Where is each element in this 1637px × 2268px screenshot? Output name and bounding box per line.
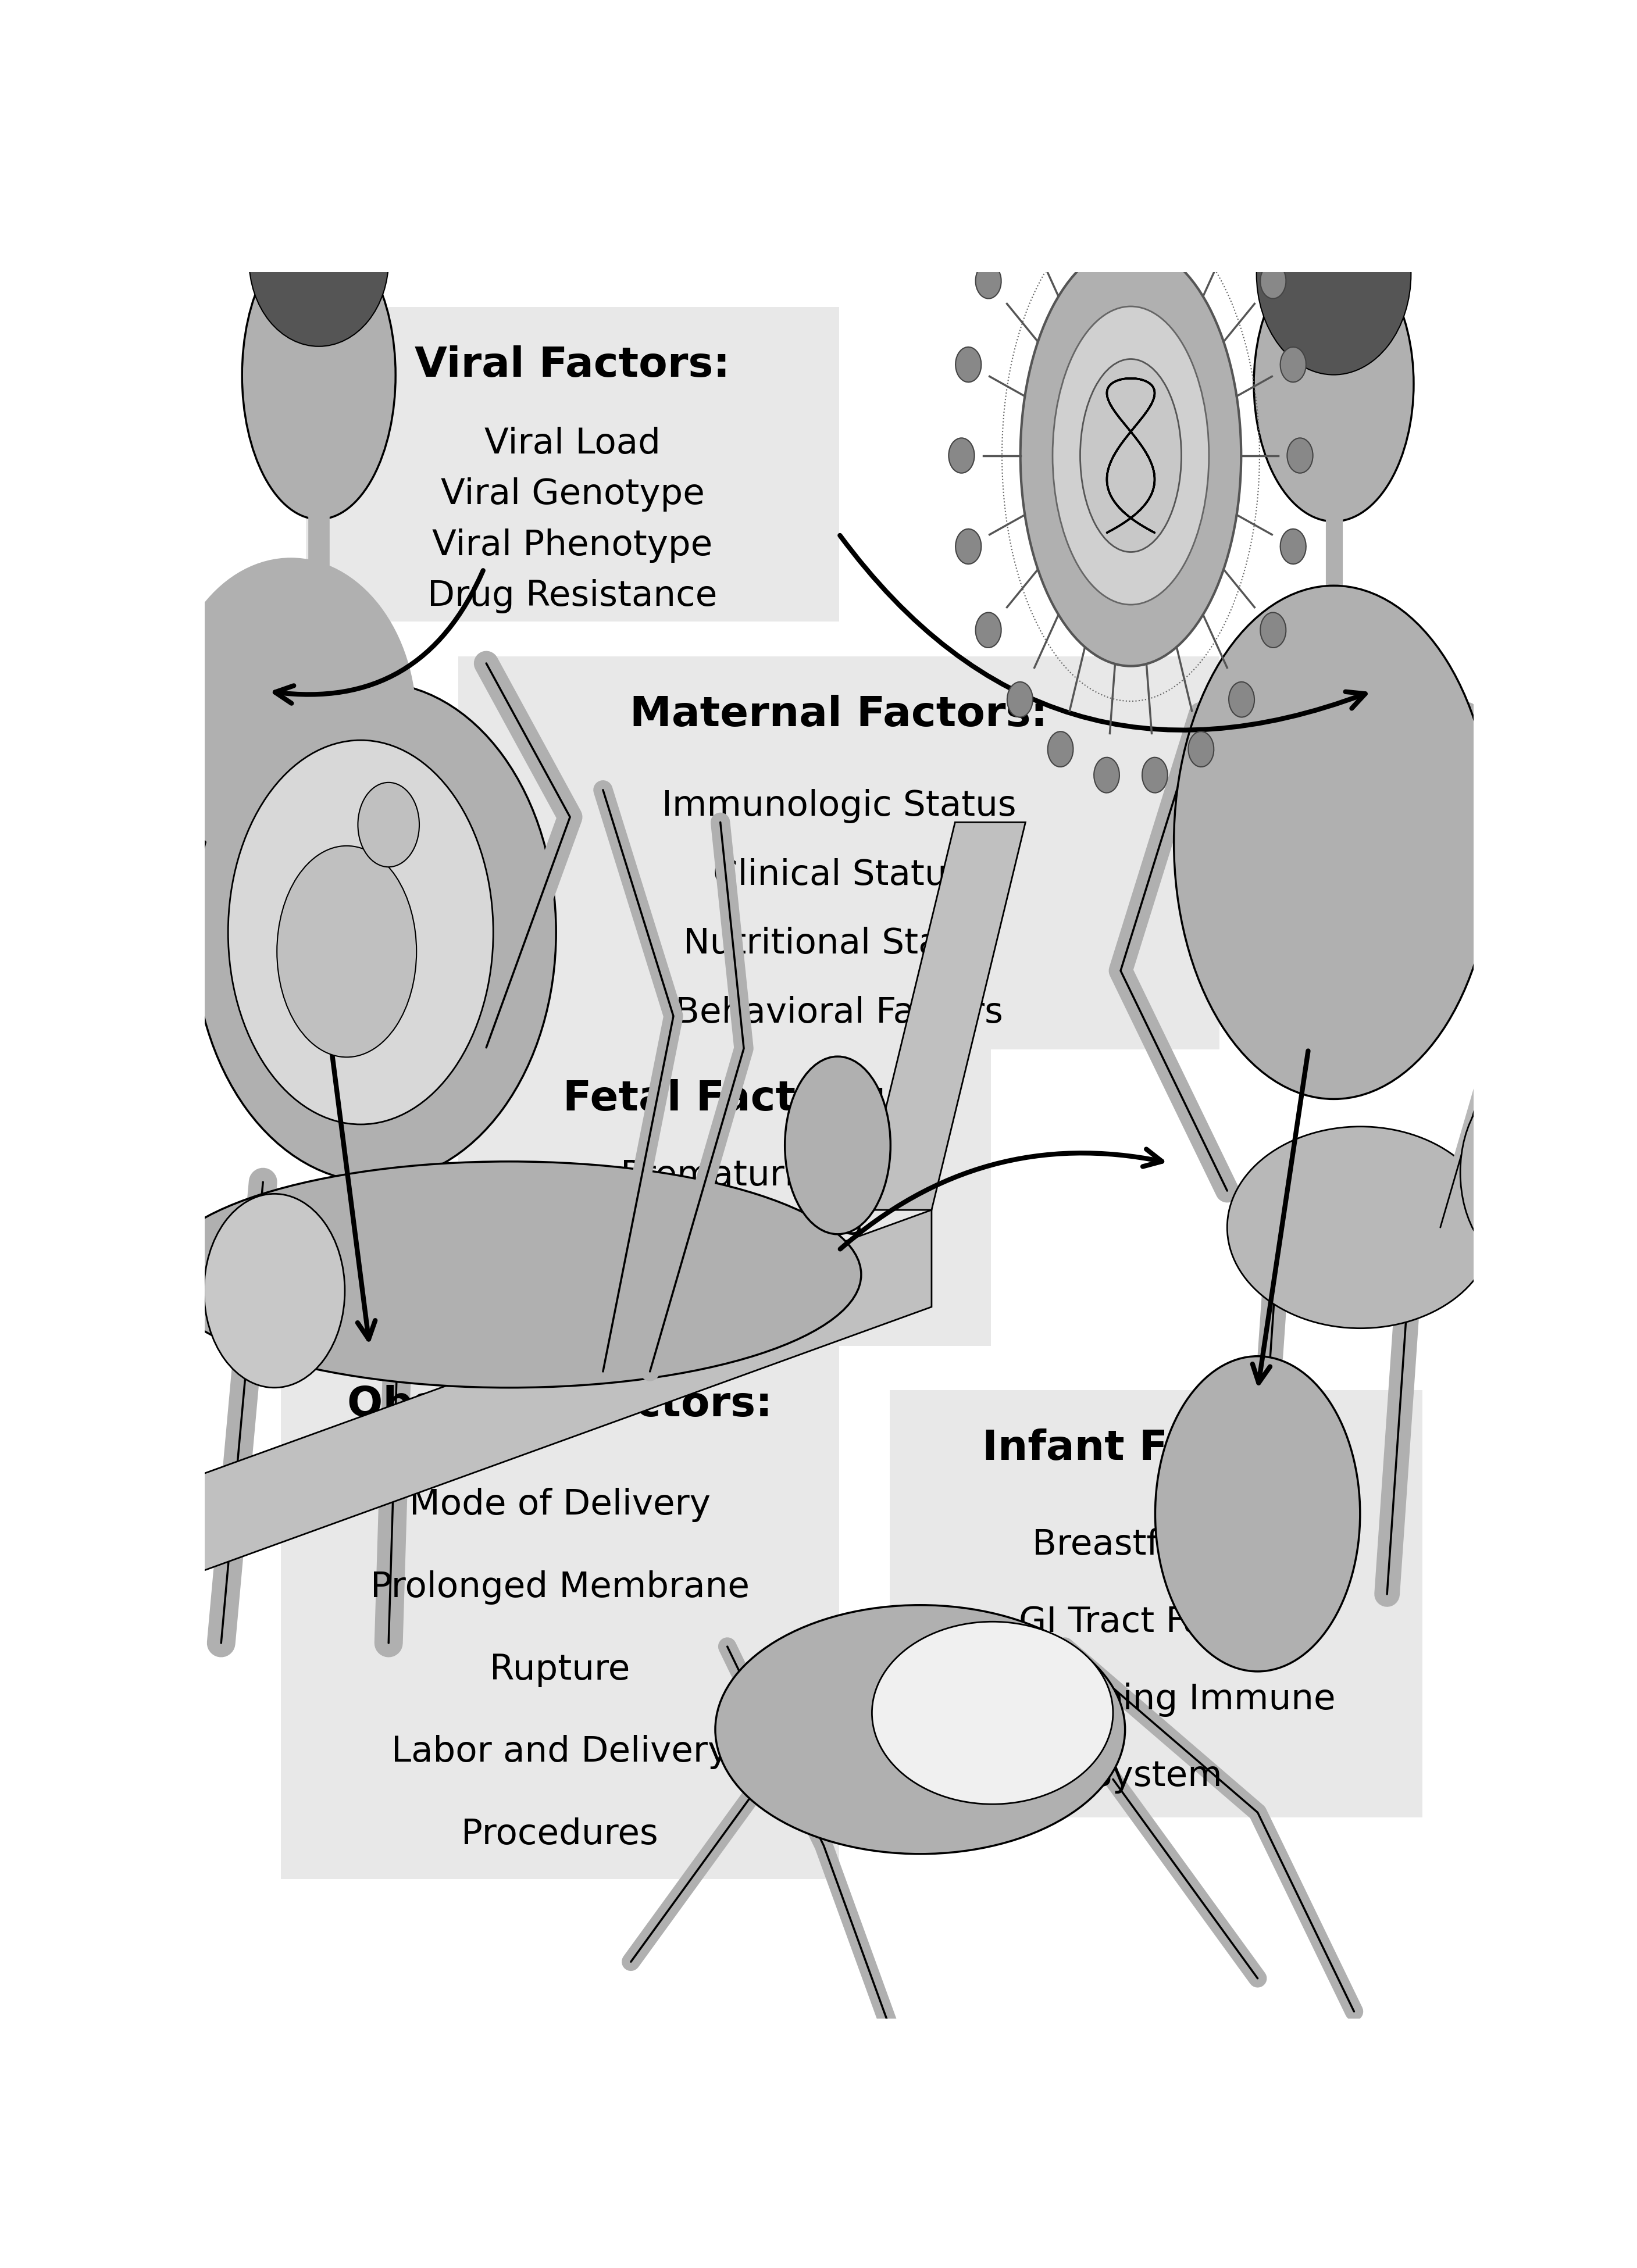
Ellipse shape: [948, 438, 974, 474]
Text: Breastfeeding: Breastfeeding: [1031, 1529, 1280, 1563]
Ellipse shape: [1174, 585, 1493, 1100]
Text: System: System: [1090, 1760, 1223, 1794]
Ellipse shape: [1287, 438, 1313, 474]
Ellipse shape: [1280, 347, 1306, 381]
Text: Clinical Status: Clinical Status: [712, 857, 966, 891]
Polygon shape: [861, 823, 1025, 1209]
Text: Prematurity: Prematurity: [620, 1159, 830, 1193]
Ellipse shape: [1229, 683, 1254, 717]
Text: Viral Genotype: Viral Genotype: [440, 479, 704, 513]
Text: Obstetric Factors:: Obstetric Factors:: [347, 1383, 773, 1424]
Ellipse shape: [1020, 245, 1241, 667]
Ellipse shape: [165, 558, 416, 885]
FancyBboxPatch shape: [458, 1041, 992, 1347]
Text: Rupture: Rupture: [489, 1653, 630, 1687]
Ellipse shape: [359, 782, 419, 866]
FancyBboxPatch shape: [306, 306, 838, 621]
Ellipse shape: [205, 1193, 345, 1388]
Text: Viral Factors:: Viral Factors:: [414, 345, 730, 386]
Ellipse shape: [1280, 528, 1306, 565]
Text: Immunologic Status: Immunologic Status: [661, 789, 1017, 823]
Ellipse shape: [228, 739, 493, 1125]
Ellipse shape: [1188, 145, 1213, 179]
Ellipse shape: [1048, 733, 1074, 767]
Ellipse shape: [1257, 172, 1411, 374]
Ellipse shape: [715, 1606, 1125, 1853]
Ellipse shape: [1048, 145, 1074, 179]
Ellipse shape: [157, 1161, 861, 1388]
Ellipse shape: [956, 528, 981, 565]
Ellipse shape: [1460, 1082, 1580, 1263]
Text: Fetal Factors:: Fetal Factors:: [563, 1080, 887, 1118]
Text: Prolonged Membrane: Prolonged Membrane: [370, 1569, 750, 1606]
Text: Drug Resistance: Drug Resistance: [427, 578, 717, 612]
Ellipse shape: [1053, 306, 1210, 606]
FancyBboxPatch shape: [458, 655, 1220, 1050]
Text: Infant Factors:: Infant Factors:: [982, 1429, 1331, 1467]
Ellipse shape: [1094, 118, 1120, 154]
Ellipse shape: [1260, 612, 1287, 649]
Ellipse shape: [1094, 758, 1120, 794]
Text: Viral Phenotype: Viral Phenotype: [432, 528, 712, 562]
Ellipse shape: [956, 347, 981, 381]
Text: Maternal Factors:: Maternal Factors:: [630, 694, 1048, 735]
Text: Developing Immune: Developing Immune: [977, 1683, 1336, 1717]
Text: Behavioral Factors: Behavioral Factors: [674, 996, 1003, 1030]
Polygon shape: [39, 1209, 931, 1631]
Ellipse shape: [1260, 263, 1287, 299]
Text: Sex: Sex: [692, 1304, 758, 1340]
Text: Mode of Delivery: Mode of Delivery: [409, 1488, 710, 1522]
Ellipse shape: [976, 612, 1002, 649]
Ellipse shape: [193, 683, 557, 1182]
Ellipse shape: [242, 231, 396, 519]
Ellipse shape: [277, 846, 416, 1057]
Ellipse shape: [249, 172, 388, 347]
Ellipse shape: [1143, 118, 1167, 154]
Text: Genetic Factors: Genetic Factors: [588, 1207, 863, 1243]
Ellipse shape: [1156, 1356, 1360, 1672]
Ellipse shape: [1007, 193, 1033, 229]
Ellipse shape: [1143, 758, 1167, 794]
Ellipse shape: [784, 1057, 891, 1234]
Ellipse shape: [1080, 358, 1182, 551]
Ellipse shape: [976, 263, 1002, 299]
Ellipse shape: [1007, 683, 1033, 717]
Ellipse shape: [873, 1622, 1113, 1803]
FancyBboxPatch shape: [891, 1390, 1423, 1817]
Text: Labor and Delivery: Labor and Delivery: [391, 1735, 728, 1769]
Ellipse shape: [1188, 733, 1213, 767]
Text: Multiple Pregnancy: Multiple Pregnancy: [555, 1256, 894, 1290]
Ellipse shape: [1229, 193, 1254, 229]
FancyBboxPatch shape: [282, 1347, 838, 1878]
Ellipse shape: [1254, 247, 1414, 522]
Text: Procedures: Procedures: [462, 1817, 658, 1851]
Text: GI Tract Factors: GI Tract Factors: [1020, 1606, 1293, 1640]
Ellipse shape: [1228, 1127, 1493, 1329]
Text: Viral Load: Viral Load: [485, 426, 661, 460]
Text: Nutritional Status: Nutritional Status: [683, 928, 995, 962]
